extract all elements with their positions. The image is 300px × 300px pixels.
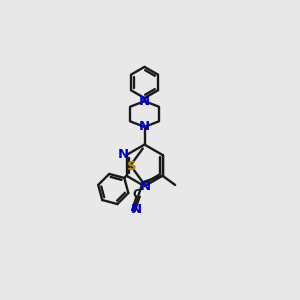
Text: S: S bbox=[127, 160, 137, 173]
Text: N: N bbox=[140, 180, 151, 193]
Text: N: N bbox=[131, 203, 142, 216]
Text: N: N bbox=[139, 120, 150, 134]
Text: N: N bbox=[118, 148, 129, 161]
Text: C: C bbox=[133, 188, 142, 201]
Text: N: N bbox=[139, 95, 150, 108]
